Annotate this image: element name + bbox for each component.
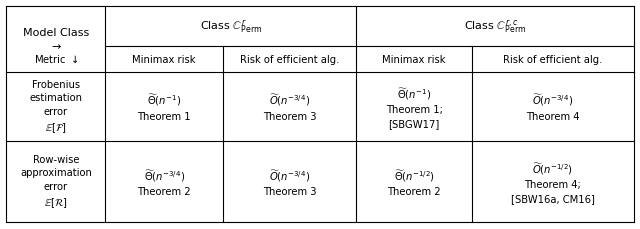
Text: Risk of efficient alg.: Risk of efficient alg.: [503, 55, 602, 65]
Text: $\widetilde{O}(n^{-1/2})$
Theorem 4;
[SBW16a, CM16]: $\widetilde{O}(n^{-1/2})$ Theorem 4; [SB…: [511, 160, 595, 203]
Text: Model Class
$\rightarrow$: Model Class $\rightarrow$: [23, 28, 89, 51]
Text: $\widetilde{O}(n^{-3/4})$
Theorem 4: $\widetilde{O}(n^{-3/4})$ Theorem 4: [526, 92, 579, 122]
Text: Metric $\downarrow$: Metric $\downarrow$: [34, 54, 78, 65]
Text: $\widetilde{O}(n^{-3/4})$
Theorem 3: $\widetilde{O}(n^{-3/4})$ Theorem 3: [263, 167, 316, 196]
Text: Minimax risk: Minimax risk: [382, 55, 446, 65]
Text: $\widetilde{\Theta}(n^{-1})$
Theorem 1;
[SBGW17]: $\widetilde{\Theta}(n^{-1})$ Theorem 1; …: [386, 86, 442, 128]
Text: $\widetilde{\Theta}(n^{-1})$
Theorem 1: $\widetilde{\Theta}(n^{-1})$ Theorem 1: [138, 92, 191, 122]
Text: Class $\mathbb{C}^{r}_{\mathrm{Perm}}$: Class $\mathbb{C}^{r}_{\mathrm{Perm}}$: [200, 19, 262, 35]
Text: Frobenius
estimation
error
$\mathbb{E}[\mathcal{F}]$: Frobenius estimation error $\mathbb{E}[\…: [29, 79, 83, 135]
Text: Risk of efficient alg.: Risk of efficient alg.: [240, 55, 339, 65]
Text: Class $\mathbb{C}^{r,c}_{\mathrm{Perm}}$: Class $\mathbb{C}^{r,c}_{\mathrm{Perm}}$: [464, 18, 526, 35]
Text: $\widetilde{\Theta}(n^{-1/2})$
Theorem 2: $\widetilde{\Theta}(n^{-1/2})$ Theorem 2: [387, 167, 441, 196]
Text: $\widetilde{\Theta}(n^{-3/4})$
Theorem 2: $\widetilde{\Theta}(n^{-3/4})$ Theorem 2: [138, 167, 191, 196]
Text: Minimax risk: Minimax risk: [132, 55, 196, 65]
Text: Row-wise
approximation
error
$\mathbb{E}[\mathcal{R}]$: Row-wise approximation error $\mathbb{E}…: [20, 154, 92, 209]
Text: $\widetilde{O}(n^{-3/4})$
Theorem 3: $\widetilde{O}(n^{-3/4})$ Theorem 3: [263, 92, 316, 122]
